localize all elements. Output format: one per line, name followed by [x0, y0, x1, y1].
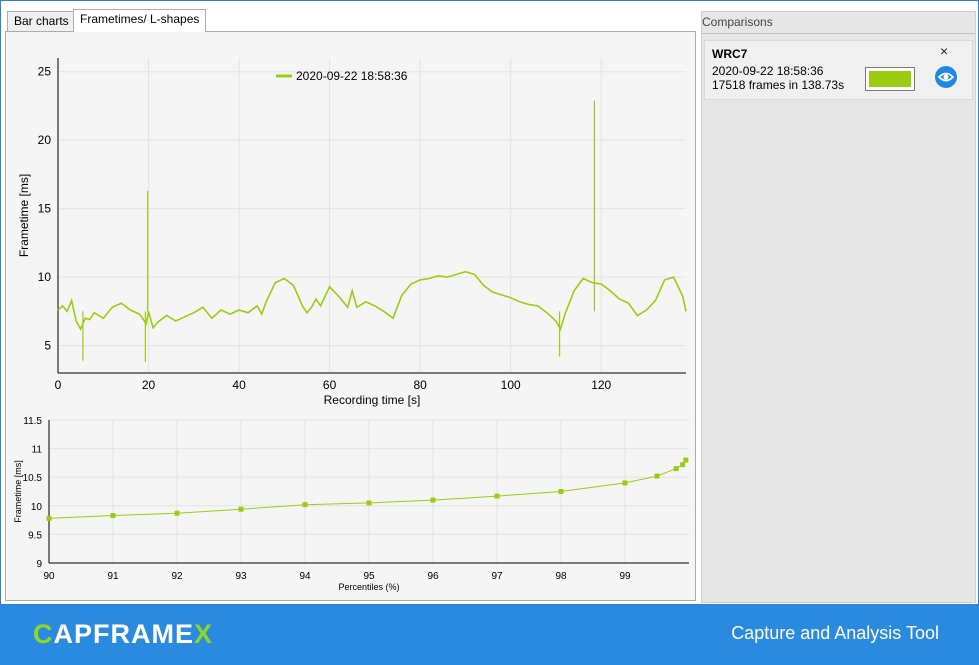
data-point	[174, 510, 180, 516]
x-tick-label: 95	[363, 571, 375, 582]
y-tick-label: 25	[38, 65, 52, 79]
data-point	[46, 515, 52, 521]
x-tick-label: 99	[619, 571, 631, 582]
data-point	[622, 480, 628, 486]
y-axis-label: Frametime [ms]	[13, 460, 23, 523]
x-tick-label: 96	[427, 571, 439, 582]
x-tick-label: 92	[171, 571, 183, 582]
y-tick-label: 11	[32, 445, 43, 456]
data-point	[238, 506, 244, 512]
series-line	[48, 459, 687, 519]
y-tick-label: 11.5	[23, 416, 42, 427]
x-tick-label: 120	[591, 378, 611, 392]
x-tick-label: 90	[43, 571, 55, 582]
footer-bar: CAPFRAMEX Capture and Analysis Tool	[0, 605, 979, 665]
main-window: Bar charts Frametimes/ L-shapes 0 20 40 60 8…	[0, 0, 979, 605]
legend-label: 2020-09-22 18:58:36	[296, 69, 408, 83]
x-axis-label: Percentiles (%)	[338, 582, 399, 592]
y-tick-label: 10	[38, 270, 52, 284]
pane-divider	[706, 602, 972, 603]
comparison-item-frames: 17518 frames in 138.73s	[712, 78, 845, 92]
data-point	[558, 489, 564, 494]
data-point	[430, 497, 436, 503]
series-line	[57, 270, 687, 332]
eye-icon	[937, 72, 955, 82]
x-tick-label: 98	[555, 571, 567, 582]
x-tick-label: 0	[55, 378, 62, 392]
data-point	[110, 513, 116, 519]
y-tick-label: 15	[38, 202, 52, 216]
x-tick-label: 91	[107, 571, 119, 582]
x-tick-label: 94	[299, 571, 311, 582]
y-tick-label: 9.5	[28, 530, 42, 541]
color-picker-button[interactable]	[865, 67, 915, 91]
color-swatch	[869, 71, 911, 87]
x-tick-label: 40	[232, 378, 246, 392]
data-point	[680, 462, 686, 468]
data-point	[673, 466, 679, 472]
close-icon[interactable]: ×	[940, 43, 949, 59]
comparison-item-date: 2020-09-22 18:58:36	[712, 64, 824, 78]
comparison-item[interactable]: WRC7 × 2020-09-22 18:58:36 17518 frames …	[704, 40, 973, 100]
y-tick-label: 10	[31, 502, 43, 513]
comparisons-pane: Comparisons WRC7 × 2020-09-22 18:58:36 1…	[701, 11, 976, 603]
y-tick-label: 20	[38, 133, 52, 147]
visibility-toggle-button[interactable]	[935, 66, 957, 88]
data-point	[683, 457, 689, 463]
x-tick-label: 60	[323, 378, 337, 392]
tab-content-panel: 0 20 40 60 80 100 120 5 10 15 20 25 Recording time […	[5, 31, 696, 601]
x-axis-label: Recording time [s]	[324, 393, 421, 407]
comparisons-header: Comparisons	[702, 12, 975, 34]
tab-frametimes-l-shapes[interactable]: Frametimes/ L-shapes	[73, 9, 207, 32]
tab-bar-charts[interactable]: Bar charts	[7, 11, 76, 32]
x-tick-label: 80	[413, 378, 427, 392]
capframex-logo: CAPFRAMEX	[33, 619, 214, 649]
x-tick-label: 93	[235, 571, 247, 582]
y-tick-label: 10.5	[23, 473, 43, 484]
y-tick-label: 9	[36, 559, 42, 570]
x-tick-label: 97	[491, 571, 503, 582]
y-tick-label: 5	[44, 339, 51, 353]
y-axis-label: Frametime [ms]	[17, 174, 31, 257]
data-point	[654, 473, 660, 479]
x-tick-label: 20	[142, 378, 156, 392]
charts-canvas: 0 20 40 60 80 100 120 5 10 15 20 25 Recording time […	[13, 58, 689, 592]
x-tick-label: 100	[501, 378, 521, 392]
frametime-chart: 0 20 40 60 80 100 120 5 10 15 20 25 Recording time […	[17, 58, 687, 407]
comparison-item-name: WRC7	[712, 47, 748, 61]
data-point	[494, 493, 500, 499]
data-point	[302, 502, 308, 508]
app-tagline: Capture and Analysis Tool	[731, 623, 939, 643]
l-shape-chart: 90 91 92 93 94 95 96 97 98 9999.51010.51111.5Perc…	[13, 416, 689, 592]
data-point	[366, 500, 372, 506]
